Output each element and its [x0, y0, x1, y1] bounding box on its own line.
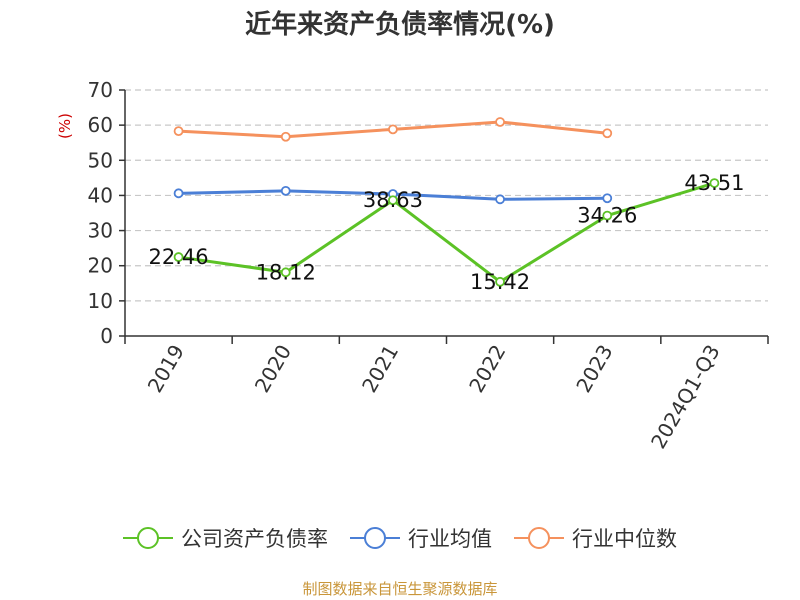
legend-item[interactable]: 行业中位数 — [514, 523, 677, 553]
source-note: 制图数据来自恒生聚源数据库 — [302, 580, 498, 598]
y-axis-label: (%) — [56, 113, 74, 139]
data-label: 18.12 — [256, 260, 316, 284]
data-point[interactable] — [280, 131, 291, 142]
data-point[interactable] — [388, 195, 398, 206]
data-point[interactable] — [495, 194, 505, 205]
y-tick-label: 20 — [88, 254, 113, 278]
data-label: 15.42 — [470, 270, 530, 294]
x-tick-label: 2023 — [571, 341, 617, 397]
x-tick-label: 2019 — [143, 341, 189, 397]
line-chart: 0 10 20 30 40 50 60 70 2019 2020 2021 2022 2023 2024Q… — [56, 78, 769, 453]
data-label: 34.26 — [577, 204, 637, 228]
y-tick-label: 50 — [88, 148, 113, 172]
legend-item[interactable]: 行业均值 — [350, 523, 492, 553]
data-point[interactable] — [280, 185, 291, 196]
legend-label: 公司资产负债率 — [181, 527, 328, 551]
data-point[interactable] — [173, 126, 184, 137]
legend-marker-icon — [514, 527, 564, 549]
x-tick-label: 2020 — [250, 341, 296, 397]
legend: 公司资产负债率 行业均值 行业中位数 — [0, 520, 800, 556]
series — [173, 117, 720, 287]
x-tick-label: 2022 — [464, 341, 510, 397]
y-tick-label: 60 — [88, 113, 113, 137]
legend-label: 行业中位数 — [572, 527, 677, 551]
data-point[interactable] — [280, 267, 291, 278]
y-tick-label: 40 — [88, 183, 113, 207]
y-tick-label: 30 — [88, 219, 113, 243]
x-tick-label: 2024Q1-Q3 — [646, 341, 725, 453]
data-point[interactable] — [495, 276, 505, 287]
legend-marker-icon — [350, 527, 400, 549]
data-label: 38.63 — [363, 188, 423, 212]
legend-label: 行业均值 — [408, 527, 492, 551]
y-tick-label: 70 — [88, 78, 113, 102]
y-tick-label: 0 — [100, 324, 113, 348]
data-point[interactable] — [173, 252, 184, 262]
data-point[interactable] — [602, 210, 613, 221]
legend-item[interactable]: 公司资产负债率 — [123, 523, 328, 553]
data-point[interactable] — [173, 188, 184, 199]
y-tick-label: 10 — [88, 289, 113, 313]
data-label: 43.51 — [684, 171, 744, 195]
data-point[interactable] — [388, 124, 398, 135]
legend-marker-icon — [123, 527, 173, 549]
data-point[interactable] — [495, 117, 505, 127]
data-point[interactable] — [602, 193, 613, 204]
x-tick-label: 2021 — [357, 341, 403, 397]
series-line — [178, 181, 715, 284]
data-label: 22.46 — [149, 245, 209, 269]
data-point[interactable] — [709, 178, 720, 188]
data-point[interactable] — [602, 128, 613, 139]
data-labels: 22.46 18.12 38.63 15.42 34.26 43.51 — [149, 171, 745, 294]
chart-title: 近年来资产负债率情况(%) — [245, 10, 555, 40]
